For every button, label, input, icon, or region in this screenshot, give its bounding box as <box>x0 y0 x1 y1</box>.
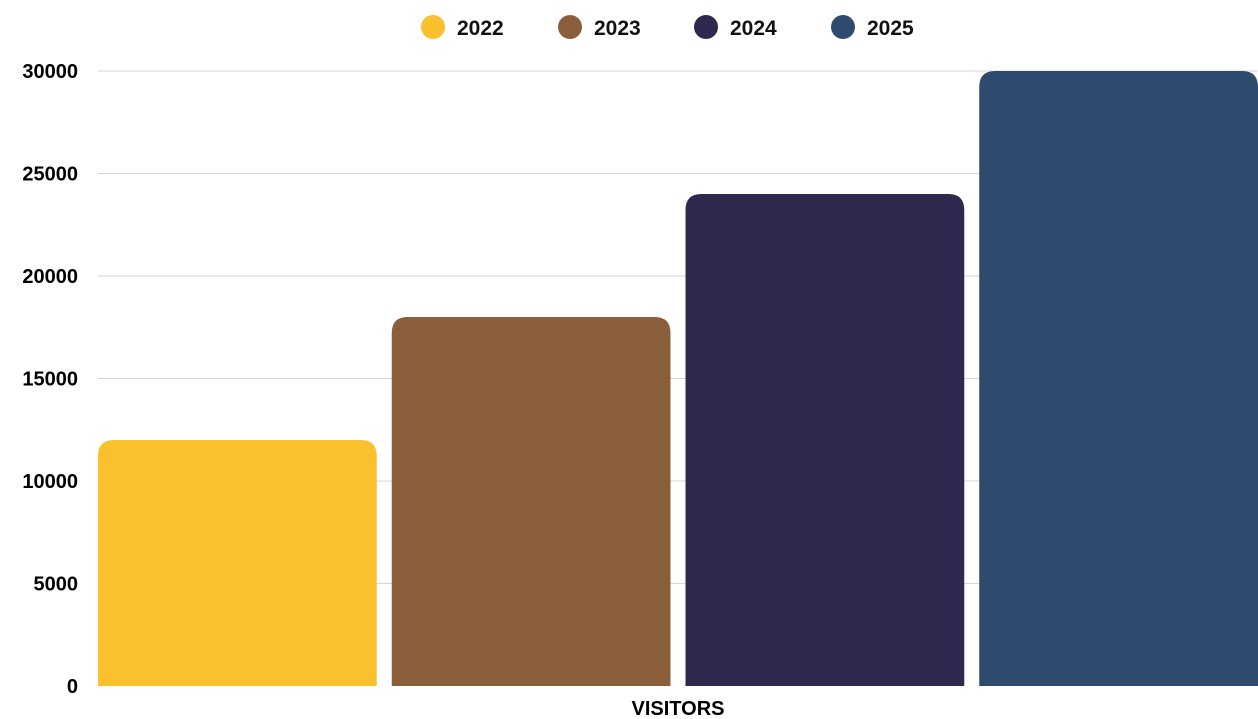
y-axis-ticks: 0 5000 10000 15000 20000 25000 30000 <box>22 61 78 698</box>
legend-label: 2024 <box>730 17 777 40</box>
bar-2025[interactable] <box>979 71 1258 686</box>
bar-2022[interactable] <box>98 440 377 686</box>
legend: 2022 2023 2024 2025 <box>421 15 914 40</box>
y-tick-label: 20000 <box>22 266 78 288</box>
y-tick-label: 15000 <box>22 369 78 391</box>
legend-item-2023[interactable]: 2023 <box>558 15 641 40</box>
y-tick-label: 25000 <box>22 164 78 186</box>
legend-item-2022[interactable]: 2022 <box>421 15 504 40</box>
y-tick-label: 10000 <box>22 471 78 493</box>
bar-2024[interactable] <box>685 194 965 686</box>
bar-2023[interactable] <box>391 317 671 686</box>
legend-label: 2025 <box>867 17 914 40</box>
legend-item-2025[interactable]: 2025 <box>831 15 914 40</box>
legend-label: 2022 <box>457 17 504 40</box>
legend-swatch <box>421 15 445 39</box>
x-axis-label: VISITORS <box>632 698 725 719</box>
legend-swatch <box>694 15 718 39</box>
bars <box>98 71 1258 686</box>
legend-swatch <box>831 15 855 39</box>
legend-swatch <box>558 15 582 39</box>
y-tick-label: 5000 <box>34 574 79 596</box>
legend-item-2024[interactable]: 2024 <box>694 15 777 40</box>
y-tick-label: 0 <box>67 676 78 698</box>
y-tick-label: 30000 <box>22 61 78 83</box>
legend-label: 2023 <box>594 17 641 40</box>
